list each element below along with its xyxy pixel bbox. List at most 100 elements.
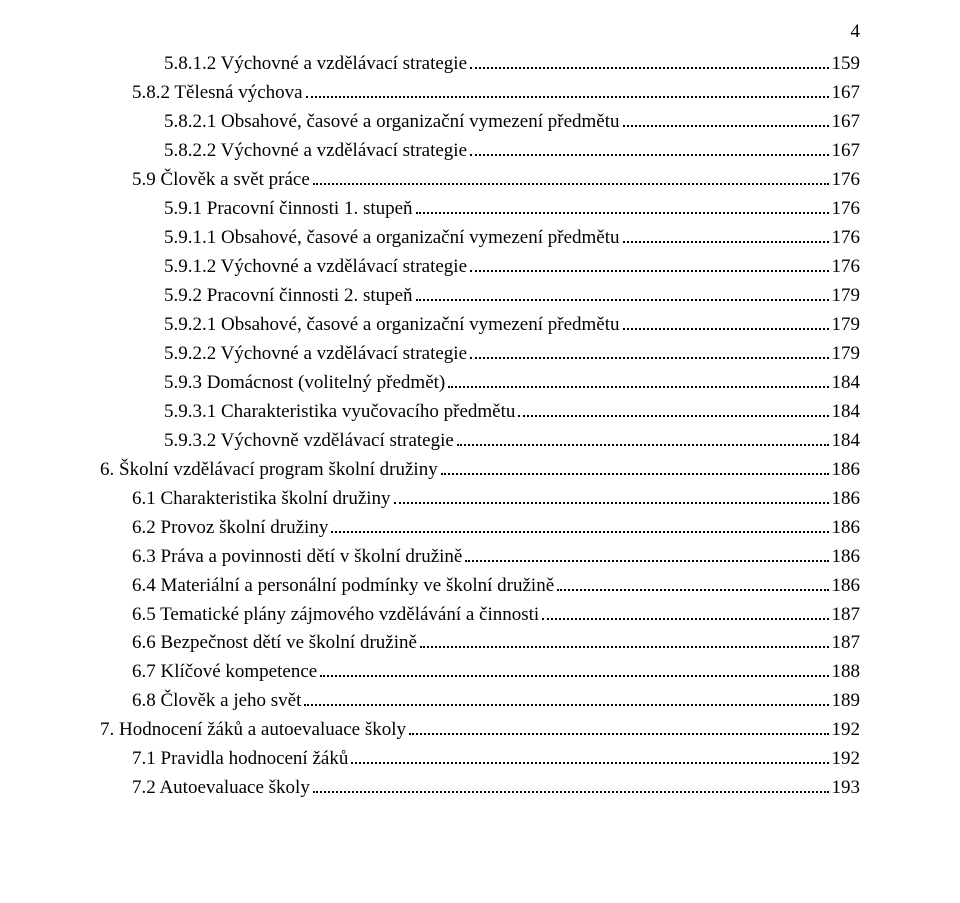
toc-entry-title: 6.7 Klíčové kompetence <box>132 658 317 687</box>
toc-entry-page: 179 <box>832 282 861 311</box>
toc-entry-page: 167 <box>832 79 861 108</box>
toc-entry-title: 5.8.2.1 Obsahové, časové a organizační v… <box>164 108 620 137</box>
toc-entry: 5.9 Člověk a svět práce 176 <box>100 166 860 195</box>
toc-entry-title: 6.2 Provoz školní družiny <box>132 514 328 543</box>
toc-leader-dots <box>409 716 829 735</box>
toc-leader-dots <box>623 311 829 330</box>
toc-entry: 7.2 Autoevaluace školy 193 <box>100 774 860 803</box>
toc-entry-page: 167 <box>832 137 861 166</box>
toc-leader-dots <box>457 427 829 446</box>
toc-entry-page: 192 <box>832 716 861 745</box>
toc-entry: 5.9.1.1 Obsahové, časové a organizační v… <box>100 224 860 253</box>
toc-entry: 5.8.2 Tělesná výchova 167 <box>100 79 860 108</box>
toc-entry-page: 179 <box>832 311 861 340</box>
toc-leader-dots <box>331 514 828 533</box>
toc-leader-dots <box>306 79 829 98</box>
toc-entry: 5.9.1 Pracovní činnosti 1. stupeň176 <box>100 195 860 224</box>
toc-leader-dots <box>420 629 829 648</box>
toc-entry-page: 186 <box>832 485 861 514</box>
toc-entry: 7.1 Pravidla hodnocení žáků 192 <box>100 745 860 774</box>
toc-entry: 6. Školní vzdělávací program školní druž… <box>100 456 860 485</box>
toc-entry-page: 176 <box>832 224 861 253</box>
toc-entry: 6.3 Práva a povinnosti dětí v školní dru… <box>100 542 860 571</box>
toc-entry-title: 5.9.2.1 Obsahové, časové a organizační v… <box>164 311 620 340</box>
toc-leader-dots <box>351 745 828 764</box>
toc-entry-title: 6.1 Charakteristika školní družiny <box>132 485 391 514</box>
toc-leader-dots <box>518 398 828 417</box>
toc-entry-page: 186 <box>832 572 861 601</box>
toc-entry-page: 193 <box>832 774 861 803</box>
toc-entry-title: 5.8.2.2 Výchovné a vzdělávací strategie <box>164 137 467 166</box>
toc-entry: 5.9.2.1 Obsahové, časové a organizační v… <box>100 311 860 340</box>
toc-leader-dots <box>623 224 829 243</box>
toc-entry: 5.9.2.2 Výchovné a vzdělávací strategie 1… <box>100 340 860 369</box>
toc-entry-page: 192 <box>832 745 861 774</box>
table-of-contents: 5.8.1.2 Výchovné a vzdělávací strategie 1… <box>100 50 860 803</box>
toc-entry-page: 159 <box>832 50 861 79</box>
toc-entry-title: 5.9.3 Domácnost (volitelný předmět) <box>164 369 445 398</box>
toc-entry-title: 5.9.1.1 Obsahové, časové a organizační v… <box>164 224 620 253</box>
toc-entry-title: 6.8 Člověk a jeho svět <box>132 687 301 716</box>
toc-leader-dots <box>313 774 829 793</box>
toc-entry-title: 5.9.3.2 Výchovně vzdělávací strategie <box>164 427 454 456</box>
toc-entry-page: 189 <box>832 687 861 716</box>
toc-entry: 5.8.2.2 Výchovné a vzdělávací strategie 1… <box>100 137 860 166</box>
toc-entry: 5.9.3 Domácnost (volitelný předmět) 184 <box>100 369 860 398</box>
toc-entry: 7. Hodnocení žáků a autoevaluace školy 19… <box>100 716 860 745</box>
toc-leader-dots <box>470 50 828 69</box>
toc-entry: 5.9.1.2 Výchovné a vzdělávací strategie1… <box>100 253 860 282</box>
toc-entry-page: 176 <box>832 253 861 282</box>
toc-entry-title: 7.1 Pravidla hodnocení žáků <box>132 745 348 774</box>
toc-entry-title: 6.5 Tematické plány zájmového vzdělávání… <box>132 601 539 630</box>
toc-entry-page: 176 <box>832 166 861 195</box>
toc-entry-page: 184 <box>832 369 861 398</box>
toc-entry-title: 6. Školní vzdělávací program školní druž… <box>100 456 438 485</box>
toc-entry: 5.9.3.2 Výchovně vzdělávací strategie 184 <box>100 427 860 456</box>
toc-leader-dots <box>394 485 829 504</box>
toc-entry-page: 186 <box>832 456 861 485</box>
toc-entry-title: 7. Hodnocení žáků a autoevaluace školy <box>100 716 406 745</box>
toc-entry-title: 5.9.1 Pracovní činnosti 1. stupeň <box>164 195 413 224</box>
toc-entry-title: 6.4 Materiální a personální podmínky ve … <box>132 572 554 601</box>
toc-entry-page: 186 <box>832 514 861 543</box>
toc-leader-dots <box>557 571 828 590</box>
toc-entry: 6.8 Člověk a jeho svět 189 <box>100 687 860 716</box>
toc-entry-page: 179 <box>832 340 861 369</box>
toc-entry-page: 184 <box>832 398 861 427</box>
toc-leader-dots <box>470 137 828 156</box>
toc-entry: 5.9.3.1 Charakteristika vyučovacího před… <box>100 398 860 427</box>
toc-entry-title: 7.2 Autoevaluace školy <box>132 774 310 803</box>
toc-entry-title: 6.6 Bezpečnost dětí ve školní družině <box>132 629 417 658</box>
toc-entry: 6.7 Klíčové kompetence 188 <box>100 658 860 687</box>
toc-entry-page: 167 <box>832 108 861 137</box>
toc-leader-dots <box>470 340 828 359</box>
toc-entry-page: 186 <box>832 543 861 572</box>
toc-leader-dots <box>313 166 829 185</box>
toc-entry: 6.6 Bezpečnost dětí ve školní družině 187 <box>100 629 860 658</box>
toc-entry-title: 5.9.3.1 Charakteristika vyučovacího před… <box>164 398 515 427</box>
toc-leader-dots <box>470 253 828 272</box>
document-page: 4 5.8.1.2 Výchovné a vzdělávací strategi… <box>0 0 960 903</box>
toc-entry: 5.8.1.2 Výchovné a vzdělávací strategie 1… <box>100 50 860 79</box>
toc-leader-dots <box>441 456 829 475</box>
toc-entry-page: 187 <box>832 601 861 630</box>
toc-leader-dots <box>623 108 829 127</box>
toc-leader-dots <box>320 658 828 677</box>
toc-entry-title: 5.9.2.2 Výchovné a vzdělávací strategie <box>164 340 467 369</box>
toc-entry-title: 5.9.2 Pracovní činnosti 2. stupeň <box>164 282 413 311</box>
toc-entry: 5.9.2 Pracovní činnosti 2. stupeň 179 <box>100 282 860 311</box>
toc-entry-title: 5.9 Člověk a svět práce <box>132 166 310 195</box>
toc-entry: 6.4 Materiální a personální podmínky ve … <box>100 571 860 600</box>
toc-entry-page: 184 <box>832 427 861 456</box>
toc-entry-title: 5.8.1.2 Výchovné a vzdělávací strategie <box>164 50 467 79</box>
toc-entry: 5.8.2.1 Obsahové, časové a organizační v… <box>100 108 860 137</box>
toc-entry-title: 5.8.2 Tělesná výchova <box>132 79 303 108</box>
toc-entry-page: 187 <box>832 629 861 658</box>
toc-entry-page: 188 <box>832 658 861 687</box>
toc-leader-dots <box>304 687 828 706</box>
toc-leader-dots <box>416 195 829 214</box>
toc-leader-dots <box>448 369 828 388</box>
toc-leader-dots <box>416 282 829 301</box>
toc-entry: 6.2 Provoz školní družiny 186 <box>100 514 860 543</box>
toc-entry: 6.5 Tematické plány zájmového vzdělávání… <box>100 600 860 629</box>
